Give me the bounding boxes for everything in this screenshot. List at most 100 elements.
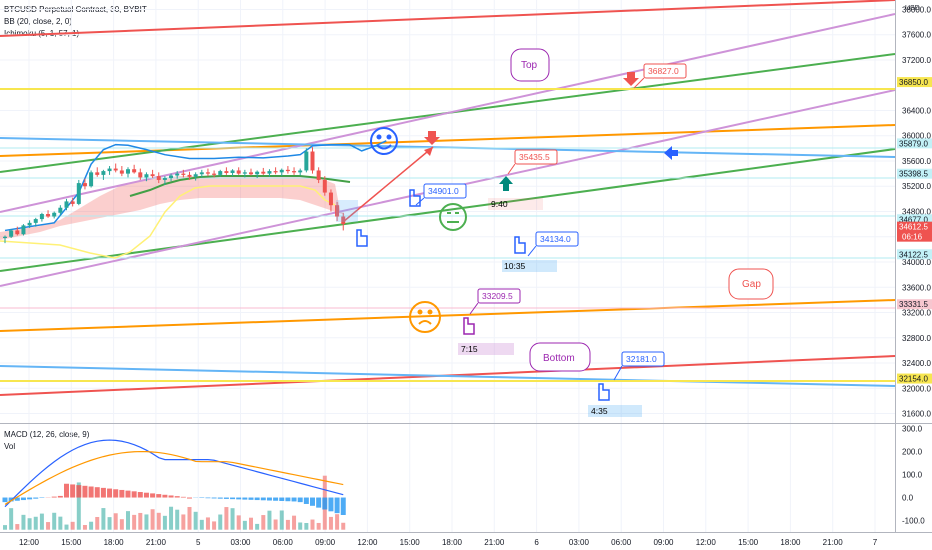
neutral-face-icon [439, 203, 467, 231]
volume-bar [119, 519, 124, 530]
callout-34134[interactable]: 34134.0 [527, 231, 579, 257]
arrow-up-icon [499, 176, 513, 191]
volume-bar [218, 514, 223, 530]
volume-bar [285, 519, 290, 530]
volume-bar [341, 522, 346, 530]
volume-bar [175, 509, 180, 530]
volume-bar [255, 523, 260, 530]
callout-32181[interactable]: 32181.0 [613, 351, 665, 381]
volume-bar [199, 519, 204, 530]
price-badge [897, 214, 932, 225]
candle-body [187, 174, 192, 177]
time-tick-label: 12:00 [696, 538, 717, 547]
price-badge [897, 77, 932, 88]
time-tick-label: 12:00 [357, 538, 378, 547]
note-bottom[interactable]: Bottom [529, 342, 591, 372]
macd-axis: 300.0 200.0 100.0 0.0 -100.0 [902, 425, 925, 526]
price-badge [897, 373, 932, 384]
price-badge [897, 249, 932, 260]
macd-hist-bar [168, 495, 174, 498]
macd-hist-bar [113, 489, 119, 498]
price-badge-label: 35398.5 [899, 170, 928, 179]
price-tick-label: 35600.0 [902, 157, 931, 166]
price-badge [897, 138, 932, 149]
time-tick-label: 06:00 [273, 538, 294, 547]
note-gap-text: Gap [742, 279, 761, 290]
volume-bar [15, 524, 20, 530]
candle-body [310, 151, 315, 171]
macd-hist-bar [223, 497, 229, 499]
price-tick-label: 33200.0 [902, 309, 931, 318]
macd-hist-bar [64, 483, 69, 498]
callout-35435[interactable]: 35435.5 [507, 149, 558, 175]
candle-body [292, 171, 297, 173]
macd-hist-bar [51, 496, 57, 498]
candle-body [156, 176, 161, 180]
candle-body [9, 230, 14, 237]
candle-body [95, 172, 100, 175]
candle-body [224, 171, 229, 173]
time-tick-label: 5 [196, 538, 201, 547]
projection-line [342, 146, 434, 223]
note-gap[interactable]: Gap [728, 268, 774, 300]
indicator-lines [4, 140, 387, 232]
note-top[interactable]: Top [510, 48, 550, 82]
macd-hist-bar [94, 487, 100, 498]
volume-bar [224, 507, 229, 530]
candle-body [46, 214, 51, 217]
candle-body [175, 173, 180, 176]
time-tick-label: 03:00 [230, 538, 251, 547]
candle-body [316, 170, 321, 180]
volume-bar [9, 508, 14, 530]
volume-bar [101, 508, 106, 530]
price-badge-label: 35879.0 [899, 139, 928, 148]
macd-hist-bar [291, 497, 297, 502]
time-tick-label: 21:00 [484, 538, 505, 547]
macd-hist-bar [211, 497, 217, 499]
candle-body [15, 230, 20, 235]
price-tick-label: 32000.0 [902, 384, 931, 393]
arrow-down-icon [623, 72, 639, 86]
volume-bar [187, 506, 192, 530]
projection-arrowhead [424, 147, 433, 156]
macd-hist-bar [14, 497, 20, 501]
macd-hist-bar [279, 497, 285, 501]
candle-body [298, 170, 303, 173]
callout-33209[interactable]: 33209.5 [469, 288, 521, 315]
volume-bar [279, 510, 284, 530]
price-badge-label: 34612.5 [899, 223, 928, 232]
candle-body [119, 170, 124, 174]
note-top-text: Top [521, 60, 538, 71]
candle-body [70, 201, 75, 204]
volume-bar [132, 514, 137, 530]
price-tick-label: 31600.0 [902, 410, 931, 419]
time-tick-label: 15:00 [400, 538, 421, 547]
macd-hist-bar [70, 484, 76, 498]
time-note-4: 4:35 [591, 406, 608, 416]
selection-box [336, 200, 358, 222]
volume-bar [236, 515, 241, 530]
macd-hist-bar [8, 497, 14, 502]
currency-label: USD [905, 5, 920, 12]
macd-tick-label: 0.0 [902, 494, 914, 503]
macd-hist-bar [180, 496, 186, 498]
price-axis[interactable]: 38000.0 37600.0 37200.0 36400.0 36000.0 35600… [902, 5, 931, 418]
time-tick-label: 18:00 [442, 538, 463, 547]
time-tick-label: 09:00 [315, 538, 336, 547]
time-tick-label: 09:00 [653, 538, 674, 547]
macd-hist-bar [334, 497, 340, 514]
callout-34901[interactable]: 34901.0 [415, 183, 467, 206]
macd-hist-bar [137, 492, 143, 498]
callout-36827[interactable]: 36827.0 [633, 63, 687, 89]
time-axis[interactable]: 12:00 15:00 18:00 21:00 5 03:00 06:00 09:00 12:0… [19, 538, 878, 547]
volume-bar [310, 519, 315, 530]
macd-hist-bar [217, 497, 223, 499]
candle-body [150, 174, 155, 177]
candle-body [218, 171, 223, 175]
hand-pointer-icon [356, 189, 610, 401]
macd-hist-bar [285, 497, 291, 502]
price-tick-label: 32400.0 [902, 359, 931, 368]
candle-body [52, 212, 57, 217]
volume-bar [95, 516, 100, 530]
